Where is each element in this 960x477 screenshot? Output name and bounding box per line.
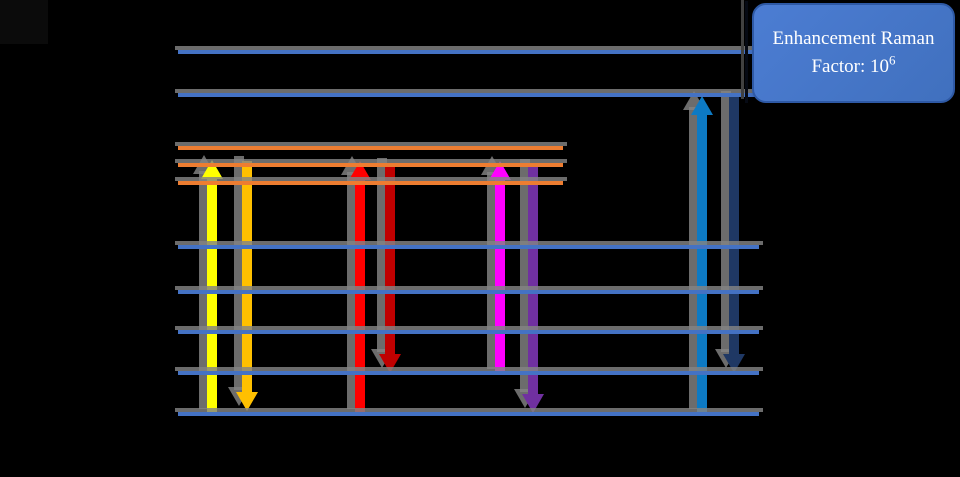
enhancement-factor-callout: Enhancement Raman Factor: 106: [752, 3, 955, 103]
excitation-arrow-red-shaft: [355, 177, 365, 414]
electronic-level-2: [178, 50, 759, 54]
callout-connector-shadow: [741, 0, 744, 99]
virtual-level-2-shadow: [175, 159, 567, 163]
ground-level: [178, 412, 759, 416]
vibrational-level-1-shadow: [175, 367, 763, 371]
stokes-scatter-arrow-darkred-shadow-shaft: [377, 158, 387, 352]
resonant-excitation-arrow-blue-shaft: [697, 112, 707, 414]
enhancement-factor-text: Enhancement Raman Factor: 106: [773, 25, 935, 82]
electronic-level-1: [178, 93, 759, 97]
virtual-level-3-shadow: [175, 142, 567, 146]
rayleigh-scatter-arrow-gold-head: [236, 392, 258, 411]
vibrational-level-4: [178, 245, 759, 249]
vibrational-level-1: [178, 371, 759, 375]
vibrational-level-2-shadow: [175, 326, 763, 330]
excitation-arrow-yellow-shaft: [207, 176, 217, 414]
rayleigh-scatter-arrow-gold-shadow-shaft: [234, 156, 244, 390]
callout-line1: Enhancement Raman: [772, 27, 935, 49]
resonant-excitation-arrow-blue-head: [691, 96, 713, 115]
stokes-scatter-arrow-darkred-shaft: [385, 163, 395, 357]
resonant-scatter-arrow-navy-shaft: [729, 96, 739, 357]
virtual-level-1-shadow: [175, 177, 567, 181]
callout-connector-line: [745, 1, 748, 103]
resonant-excitation-arrow-blue-shadow-shaft: [689, 107, 699, 409]
vibrational-level-2: [178, 330, 759, 334]
ground-level-shadow: [175, 408, 763, 412]
electronic-level-2-shadow: [175, 46, 763, 50]
faint-corner-patch: [0, 0, 48, 44]
resonant-scatter-arrow-navy-shadow-shaft: [721, 91, 731, 352]
rayleigh-scatter-arrow-gold-shaft: [242, 161, 252, 395]
antistokes-scatter-arrow-purple-shaft: [528, 164, 538, 397]
exponent: 6: [889, 52, 896, 68]
virtual-level-1: [178, 181, 563, 185]
vibrational-level-3-shadow: [175, 286, 763, 290]
antistokes-excitation-arrow-magenta-shadow-shaft: [487, 172, 497, 369]
vibrational-level-4-shadow: [175, 241, 763, 245]
electronic-level-1-shadow: [175, 89, 763, 93]
antistokes-excitation-arrow-magenta-shaft: [495, 177, 505, 374]
antistokes-scatter-arrow-purple-shadow-shaft: [520, 159, 530, 392]
vibrational-level-3: [178, 290, 759, 294]
virtual-level-3: [178, 146, 563, 150]
virtual-level-2: [178, 163, 563, 167]
callout-line2: Factor: 106: [811, 52, 896, 77]
